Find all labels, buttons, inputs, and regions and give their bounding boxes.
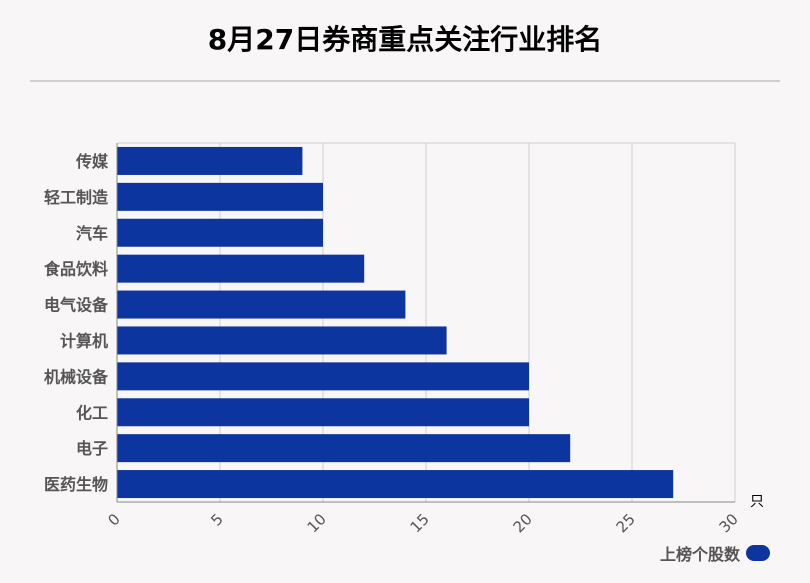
- x-unit-label: 只: [750, 494, 764, 510]
- bar[interactable]: [117, 218, 323, 247]
- bar[interactable]: [117, 470, 674, 499]
- x-tick-label: 30: [716, 510, 742, 536]
- legend[interactable]: 上榜个股数: [660, 541, 770, 565]
- chart-title: 8月27日券商重点关注行业排名: [207, 23, 603, 56]
- x-tick-label: 5: [207, 510, 226, 529]
- category-label: 食品饮料: [43, 260, 108, 279]
- category-label: 轻工制造: [44, 188, 109, 207]
- category-label: 电气设备: [44, 296, 109, 315]
- x-tick-label: 20: [510, 510, 536, 536]
- bar[interactable]: [117, 398, 529, 427]
- category-label: 医药生物: [44, 475, 108, 494]
- title-divider: [30, 80, 780, 82]
- bar[interactable]: [117, 146, 303, 175]
- x-tick-label: 25: [613, 510, 639, 536]
- bar[interactable]: [117, 182, 323, 211]
- category-label: 电子: [76, 439, 108, 458]
- legend-swatch: [746, 545, 770, 561]
- bar[interactable]: [117, 434, 571, 463]
- legend-label: 上榜个股数: [659, 545, 740, 564]
- x-tick-label: 0: [104, 510, 123, 529]
- category-label: 汽车: [76, 224, 108, 243]
- bar[interactable]: [117, 254, 365, 283]
- bar[interactable]: [117, 362, 529, 391]
- x-tick-label: 15: [407, 510, 433, 536]
- x-tick-label: 10: [304, 510, 330, 536]
- category-label: 机械设备: [44, 367, 109, 386]
- bar[interactable]: [117, 290, 406, 319]
- category-label: 传媒: [75, 152, 109, 171]
- bar[interactable]: [117, 326, 447, 355]
- category-label: 化工: [76, 403, 108, 422]
- category-label: 计算机: [60, 331, 108, 350]
